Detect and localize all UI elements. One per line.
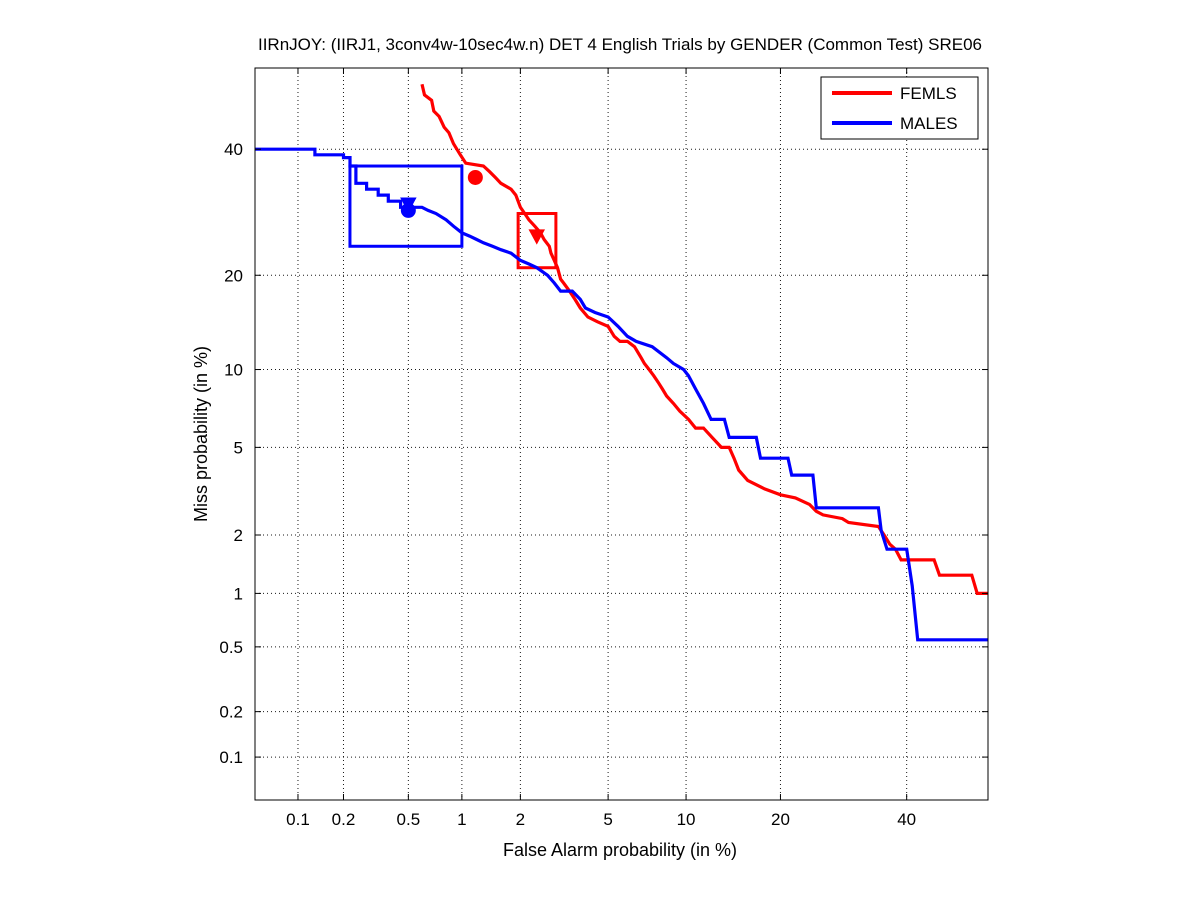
x-tick-label: 0.5 [397, 810, 421, 829]
y-tick-label: 20 [224, 266, 243, 285]
x-tick-label: 20 [771, 810, 790, 829]
y-tick-label: 2 [234, 526, 243, 545]
min-dcf-marker-femls [467, 169, 483, 185]
legend-label-males: MALES [900, 114, 958, 133]
y-axis-label: Miss probability (in %) [191, 346, 211, 522]
legend-label-femls: FEMLS [900, 84, 957, 103]
y-tick-labels: 0.1 0.2 0.5 1 2 5 10 20 40 [219, 140, 988, 767]
series-line-males [255, 147, 988, 642]
x-tick-label: 40 [897, 810, 916, 829]
x-tick-labels: 0.1 0.2 0.5 1 2 5 10 20 40 [286, 68, 916, 829]
x-tick-label: 10 [677, 810, 696, 829]
x-tick-label: 2 [516, 810, 525, 829]
legend: FEMLS MALES [820, 76, 979, 140]
y-tick-label: 10 [224, 361, 243, 380]
plot-frame [254, 67, 989, 801]
marker-layer [400, 169, 546, 245]
legend-box [820, 76, 979, 140]
x-tick-label: 0.1 [286, 810, 310, 829]
y-tick-label: 0.5 [219, 638, 243, 657]
confidence-box-males [348, 164, 464, 248]
series-layer [255, 83, 988, 642]
y-tick-label: 40 [224, 140, 243, 159]
y-tick-label: 5 [234, 438, 243, 457]
y-tick-label: 0.2 [219, 703, 243, 722]
x-tick-label: 5 [603, 810, 612, 829]
chart-title: IIRnJOY: (IIRJ1, 3conv4w-10sec4w.n) DET … [258, 35, 982, 54]
x-tick-label: 1 [457, 810, 466, 829]
x-tick-label: 0.2 [332, 810, 356, 829]
actual-dcf-marker-males [400, 197, 417, 213]
y-tick-label: 0.1 [219, 748, 243, 767]
x-axis-label: False Alarm probability (in %) [503, 840, 737, 860]
series-line-femls [420, 83, 988, 596]
actual-dcf-marker-femls [528, 229, 546, 245]
y-tick-label: 1 [234, 584, 243, 603]
